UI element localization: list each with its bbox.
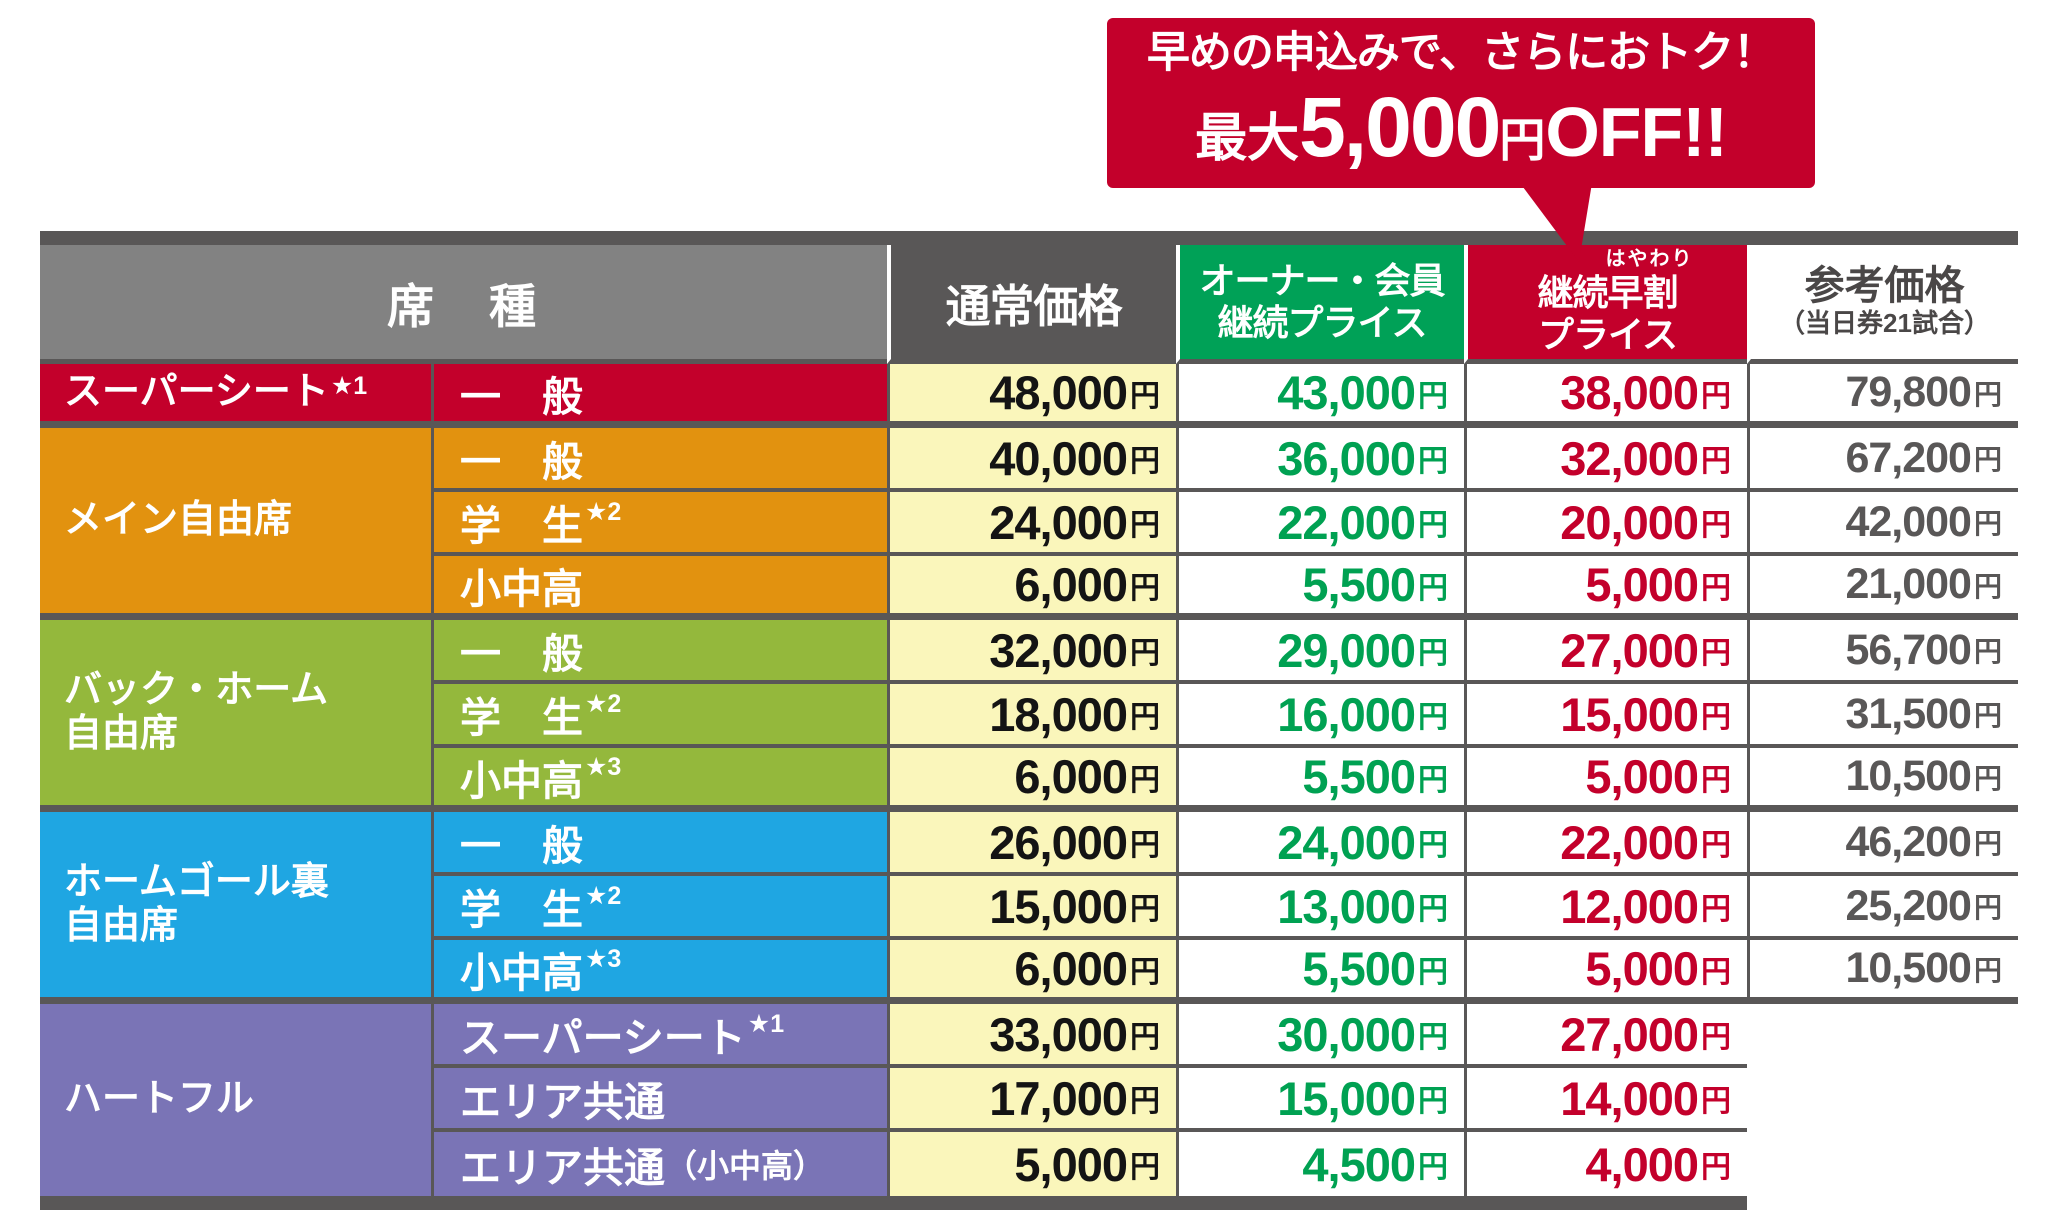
seat-row-label: 学 生 ★2 (431, 876, 887, 940)
price-cell-reference: 42,000 円 (1747, 492, 2018, 556)
price-cell-early: 32,000 円 (1464, 428, 1747, 492)
header-normal-price-label: 通常価格 (945, 280, 1122, 332)
price-cell-reference: 79,800 円 (1747, 364, 2018, 428)
price-cell-owner: 29,000 円 (1176, 620, 1464, 684)
price-cell-normal: 6,000 円 (887, 940, 1176, 1004)
seat-row-label: 一 般 (431, 428, 887, 492)
promo-banner: 早めの申込みで、さらにおトク！ 最大 5,000 円 OFF!! (1107, 18, 1815, 188)
price-cell-owner: 5,500 円 (1176, 940, 1464, 1004)
price-cell-early: 15,000 円 (1464, 684, 1747, 748)
promo-banner-line1: 早めの申込みで、さらにおトク！ (1146, 28, 1776, 77)
seat-row-label: 一 般 (431, 812, 887, 876)
header-seat-type-label: 席 種 (387, 279, 540, 333)
price-cell-normal: 26,000 円 (887, 812, 1176, 876)
header-reference-line1: 参考価格 (1804, 264, 1965, 309)
price-cell-reference: 56,700 円 (1747, 620, 2018, 684)
price-cell-normal: 32,000 円 (887, 620, 1176, 684)
price-cell-early: 27,000 円 (1464, 1004, 1747, 1068)
group-cell: ハートフル (40, 1004, 431, 1196)
price-cell-early: 5,000 円 (1464, 748, 1747, 812)
promo-banner-tail (1520, 183, 1592, 262)
price-cell-owner: 5,500 円 (1176, 748, 1464, 812)
seat-row-label: 一 般 (431, 620, 887, 684)
price-cell-reference: 21,000 円 (1747, 556, 2018, 620)
price-cell-reference: 25,200 円 (1747, 876, 2018, 940)
header-early-discount-price: はやわり 継続早割 プライス (1464, 245, 1747, 364)
header-early-furigana: はやわり (1605, 247, 1694, 270)
price-cell-early: 5,000 円 (1464, 556, 1747, 620)
seat-row-label: 小中高 (431, 556, 887, 620)
price-table: 席 種 通常価格 オーナー・会員 継続プライス はやわり 継続早割 プライス 参… (40, 231, 2018, 1210)
price-cell-normal: 17,000 円 (887, 1068, 1176, 1132)
seat-row-label: 学 生 ★2 (431, 492, 887, 556)
header-reference-price: 参考価格 （当日券21試合） (1747, 245, 2018, 364)
price-cell-normal: 33,000 円 (887, 1004, 1176, 1068)
table-top-bar (40, 231, 2018, 245)
header-owner-line1: オーナー・会員 (1199, 260, 1445, 302)
price-cell-early: 27,000 円 (1464, 620, 1747, 684)
price-cell-early: 5,000 円 (1464, 940, 1747, 1004)
header-early-line1: 継続早割 (1537, 271, 1678, 313)
price-cell-owner: 30,000 円 (1176, 1004, 1464, 1068)
price-cell-normal: 15,000 円 (887, 876, 1176, 940)
price-cell-normal: 6,000 円 (887, 748, 1176, 812)
group-cell: ホームゴール裏 自由席 (40, 812, 431, 1004)
price-cell-owner: 4,500 円 (1176, 1132, 1464, 1196)
price-cell-owner: 15,000 円 (1176, 1068, 1464, 1132)
seat-row-label: 学 生 ★2 (431, 684, 887, 748)
price-cell-normal: 48,000 円 (887, 364, 1176, 428)
price-cell-reference: 31,500 円 (1747, 684, 2018, 748)
price-cell-owner: 36,000 円 (1176, 428, 1464, 492)
seat-row-label: エリア共通 （小中高） (431, 1132, 887, 1196)
promo-off: OFF!! (1545, 93, 1728, 172)
table-bottom-bar (40, 1196, 1747, 1210)
price-cell-reference: 46,200 円 (1747, 812, 2018, 876)
seat-row-label: 小中高 ★3 (431, 940, 887, 1004)
header-owner-line2: 継続プライス (1217, 302, 1428, 343)
price-cell-normal: 18,000 円 (887, 684, 1176, 748)
price-cell-early: 20,000 円 (1464, 492, 1747, 556)
header-normal-price: 通常価格 (887, 245, 1176, 364)
price-cell-early: 14,000 円 (1464, 1068, 1747, 1132)
header-reference-line2: （当日券21試合） (1779, 308, 1990, 339)
price-cell-early: 12,000 円 (1464, 876, 1747, 940)
promo-yen: 円 (1499, 114, 1546, 167)
seat-row-label: 一 般 (431, 364, 887, 428)
header-owner-price: オーナー・会員 継続プライス (1176, 245, 1464, 364)
price-cell-early: 38,000 円 (1464, 364, 1747, 428)
price-cell-owner: 43,000 円 (1176, 364, 1464, 428)
promo-banner-line2: 最大 5,000 円 OFF!! (1195, 79, 1728, 176)
price-cell-early: 4,000 円 (1464, 1132, 1747, 1196)
promo-max-label: 最大 (1195, 110, 1300, 169)
price-cell-owner: 13,000 円 (1176, 876, 1464, 940)
header-early-line2: プライス (1538, 313, 1678, 355)
price-cell-normal: 6,000 円 (887, 556, 1176, 620)
header-seat-type: 席 種 (40, 245, 887, 364)
price-cell-owner: 22,000 円 (1176, 492, 1464, 556)
price-cell-reference: 10,500 円 (1747, 940, 2018, 1004)
price-cell-reference: 67,200 円 (1747, 428, 2018, 492)
price-cell-owner: 24,000 円 (1176, 812, 1464, 876)
price-cell-owner: 16,000 円 (1176, 684, 1464, 748)
seat-row-label: 小中高 ★3 (431, 748, 887, 812)
seat-row-label: エリア共通 (431, 1068, 887, 1132)
group-cell: スーパーシート★1 (40, 364, 431, 428)
group-cell: バック・ホーム 自由席 (40, 620, 431, 812)
price-cell-normal: 40,000 円 (887, 428, 1176, 492)
promo-amount: 5,000 (1299, 80, 1501, 175)
price-cell-normal: 5,000 円 (887, 1132, 1176, 1196)
price-cell-owner: 5,500 円 (1176, 556, 1464, 620)
group-cell: メイン自由席 (40, 428, 431, 620)
price-cell-early: 22,000 円 (1464, 812, 1747, 876)
price-cell-normal: 24,000 円 (887, 492, 1176, 556)
seat-row-label: スーパーシート ★1 (431, 1004, 887, 1068)
price-cell-reference: 10,500 円 (1747, 748, 2018, 812)
